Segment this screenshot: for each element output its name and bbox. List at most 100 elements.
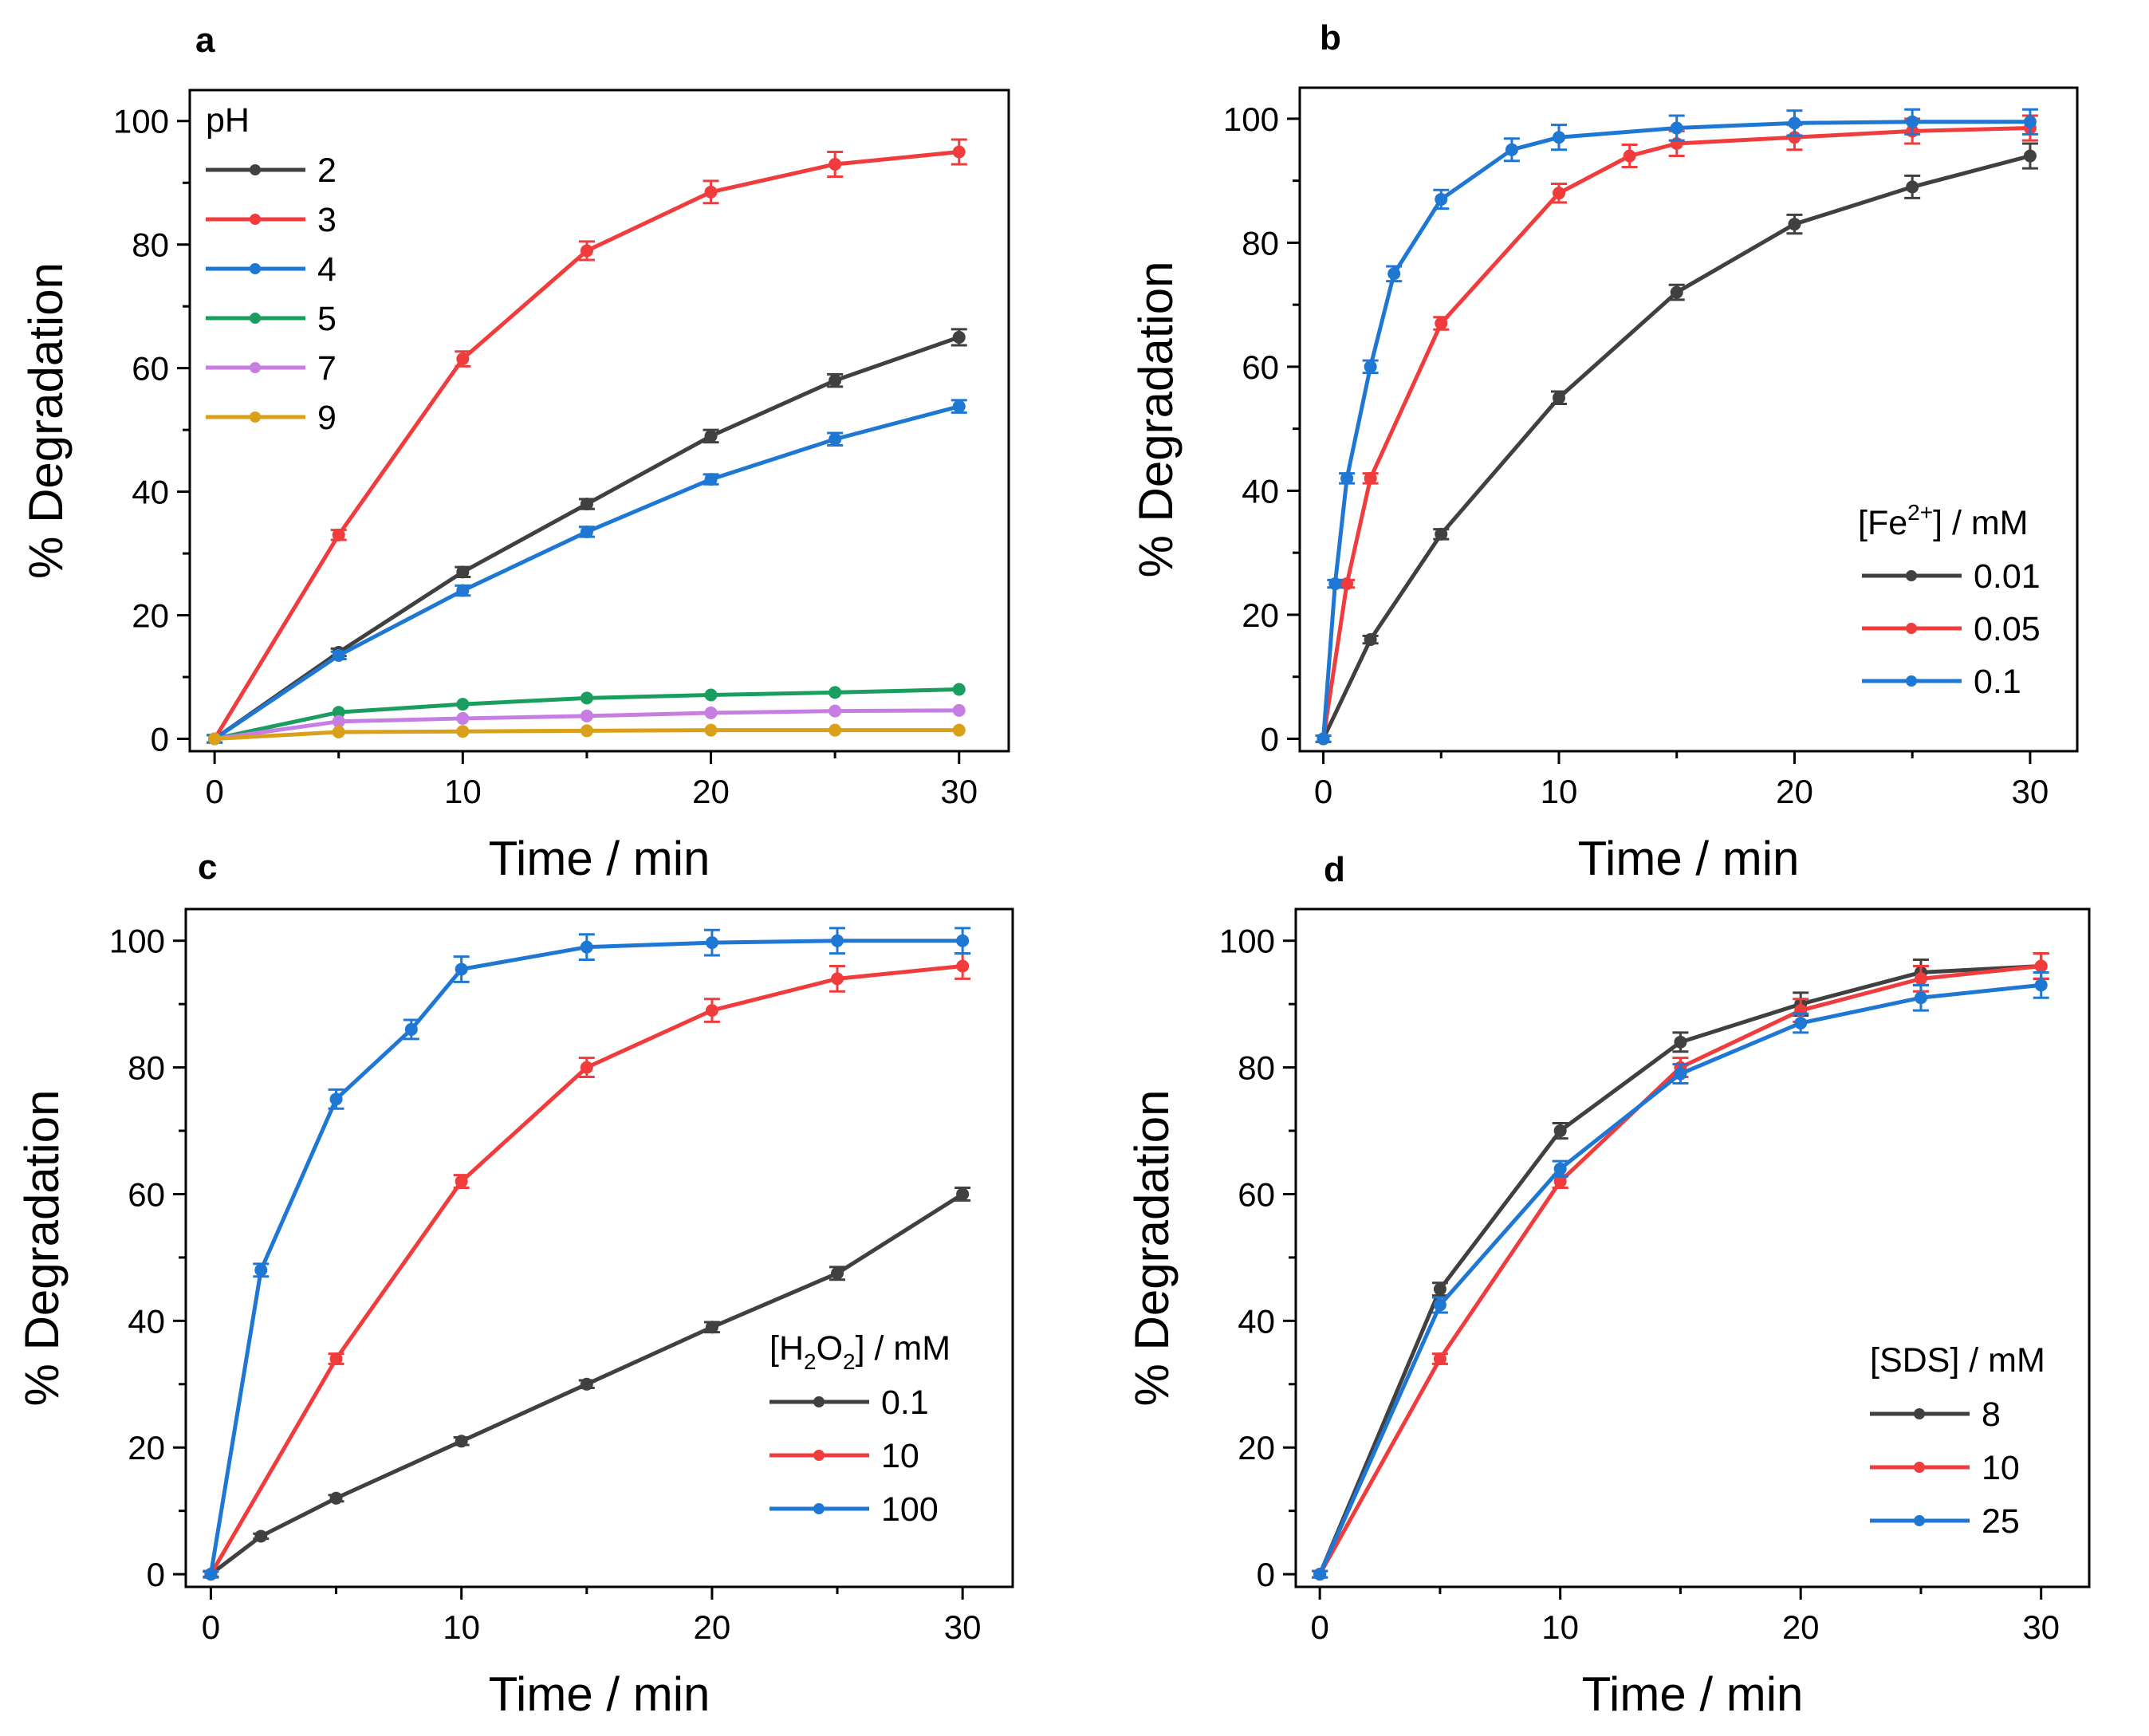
data-point xyxy=(2034,959,2048,973)
y-tick-label: 100 xyxy=(1219,923,1275,960)
data-point xyxy=(956,934,970,947)
legend: [SDS] / mM 8 10 25 xyxy=(1870,1341,2045,1541)
data-point xyxy=(456,711,470,725)
legend-swatch-marker xyxy=(813,1503,825,1514)
legend-title: [H2O2] / mM xyxy=(769,1329,951,1374)
data-point xyxy=(1340,577,1354,591)
x-axis-label: Time / min xyxy=(1582,1667,1804,1721)
data-point xyxy=(1553,1162,1567,1175)
data-point xyxy=(1788,116,1801,130)
legend: pH 2 3 4 5 7 9 xyxy=(206,101,337,437)
legend-label: 10 xyxy=(881,1437,919,1475)
data-point xyxy=(1553,187,1565,200)
legend-title: [Fe2+] / mM xyxy=(1858,500,2029,542)
data-point xyxy=(1433,1282,1446,1296)
data-point xyxy=(1387,267,1401,281)
data-point xyxy=(329,1092,343,1106)
panel-a: a 0 10 20 30 0 20 40 60 80 100 Time / min % Degradat… xyxy=(19,21,1010,885)
legend-title-superscript: 2+ xyxy=(1907,500,1933,525)
y-tick-label: 20 xyxy=(1238,1429,1275,1466)
data-point xyxy=(1435,527,1448,541)
data-point xyxy=(704,688,718,702)
data-point xyxy=(1553,1124,1567,1138)
data-point xyxy=(580,1061,593,1074)
data-point xyxy=(705,1004,718,1018)
data-point xyxy=(456,352,470,366)
data-point xyxy=(1788,218,1801,231)
data-point xyxy=(831,972,844,986)
data-point xyxy=(831,934,844,947)
data-point xyxy=(580,525,593,538)
series-line xyxy=(1321,120,2030,739)
x-tick-label: 0 xyxy=(1310,1608,1328,1646)
x-tick-label: 10 xyxy=(443,1608,480,1646)
data-point xyxy=(831,1266,844,1280)
legend-swatch-marker xyxy=(250,263,261,274)
data-point xyxy=(1670,121,1683,135)
data-point xyxy=(254,1263,268,1277)
legend-title: pH xyxy=(206,101,250,140)
y-tick-label: 40 xyxy=(132,474,169,511)
data-point xyxy=(1340,471,1354,485)
data-point xyxy=(332,528,345,541)
series-25 xyxy=(1312,970,2049,1581)
legend-label: 9 xyxy=(317,399,337,437)
data-point xyxy=(580,498,593,511)
y-tick-label: 100 xyxy=(113,103,169,140)
x-tick-label: 20 xyxy=(692,773,730,810)
data-point xyxy=(1623,149,1636,163)
y-tick-label: 0 xyxy=(147,1556,165,1593)
legend-label: 2 xyxy=(317,152,337,190)
x-tick-label: 10 xyxy=(1541,773,1578,810)
y-tick-label: 60 xyxy=(132,350,169,388)
y-tick-label: 20 xyxy=(128,1429,165,1466)
data-point xyxy=(455,962,468,976)
data-point xyxy=(580,940,593,954)
data-point xyxy=(952,723,966,737)
series-10 xyxy=(203,952,971,1581)
legend-label: 0.1 xyxy=(1974,663,2021,701)
data-point xyxy=(456,584,470,597)
data-point xyxy=(580,709,593,722)
data-point xyxy=(1505,143,1518,156)
plot-frame xyxy=(184,907,1014,1588)
x-tick-label: 30 xyxy=(944,1608,982,1646)
y-axis-label: % Degradation xyxy=(1129,262,1183,578)
series-line xyxy=(209,1192,964,1577)
legend-swatch-marker xyxy=(1906,623,1917,634)
x-tick-label: 20 xyxy=(1776,773,1813,810)
y-tick-label: 0 xyxy=(1257,1556,1275,1593)
legend-swatch-marker xyxy=(1914,1408,1925,1419)
data-point xyxy=(704,429,718,443)
legend-label: 5 xyxy=(317,300,337,338)
data-point xyxy=(1670,285,1683,299)
legend-title-text: ] / mM xyxy=(1933,504,2028,542)
data-point xyxy=(1433,1298,1446,1312)
data-point xyxy=(329,1352,343,1366)
x-tick-label: 10 xyxy=(444,773,482,810)
panel-label: d xyxy=(1324,850,1345,889)
plot-frame xyxy=(1294,907,2091,1588)
legend-label: 7 xyxy=(317,349,337,388)
x-tick-label: 30 xyxy=(940,773,978,810)
data-point xyxy=(332,648,345,662)
data-point xyxy=(208,732,222,746)
y-tick-label: 40 xyxy=(1242,472,1279,510)
legend-title-subscript: 2 xyxy=(843,1349,856,1374)
y-tick-label: 40 xyxy=(128,1302,165,1340)
data-point xyxy=(952,683,966,696)
x-axis-label: Time / min xyxy=(489,1667,710,1721)
data-point xyxy=(1313,1568,1327,1581)
data-point xyxy=(829,432,842,446)
x-axis-label: Time / min xyxy=(1578,832,1800,885)
legend-title: [SDS] / mM xyxy=(1870,1341,2045,1380)
y-tick-label: 80 xyxy=(132,226,169,264)
data-point xyxy=(704,185,718,199)
y-tick-label: 100 xyxy=(109,923,165,960)
legend-label: 0.1 xyxy=(881,1384,929,1422)
panel-b: b 0 10 20 30 0 20 40 60 80 100 Time / min % Degradat… xyxy=(1129,18,2079,885)
data-point xyxy=(1364,471,1377,485)
legend-swatch-marker xyxy=(250,214,261,225)
